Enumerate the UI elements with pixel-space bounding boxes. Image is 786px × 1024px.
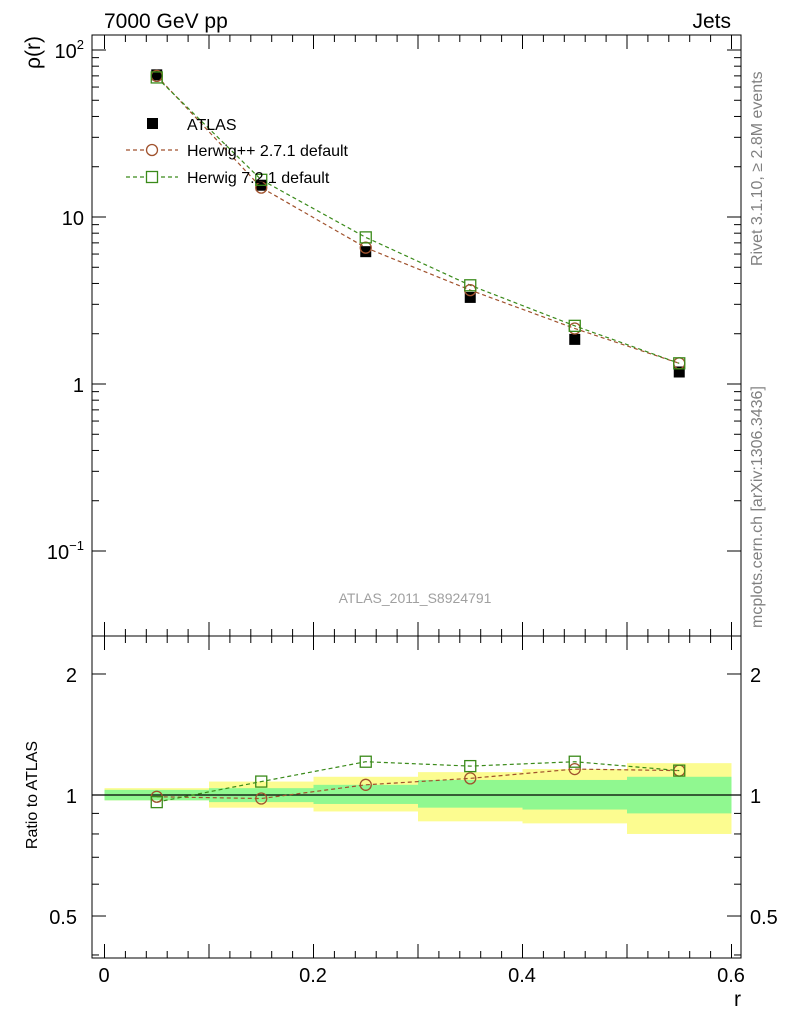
main-point-atlas-2 [360, 246, 372, 258]
x-tick-label-0.2: 0.2 [299, 965, 327, 987]
watermark: ATLAS_2011_S8924791 [339, 590, 492, 606]
ratio-frame [91, 635, 742, 959]
main-point-herwig7-2 [359, 231, 372, 244]
main-series-line-herwigpp [156, 75, 680, 364]
ratio-y-axis-label: Ratio to ATLAS [24, 741, 41, 849]
main-point-herwig7-1 [255, 173, 268, 186]
main-point-atlas-0 [151, 69, 163, 81]
ratio-panel: Ratio to ATLAS 2 1 0.5 2 1 0.5 0 0.2 0.4… [24, 635, 778, 1011]
header-right: Jets [692, 10, 731, 33]
main-point-herwig7-3 [464, 279, 477, 292]
legend-label-herwig7: Herwig 7.2.1 default [187, 170, 330, 187]
x-axis-label: r [734, 988, 741, 1011]
y-tick-label-10: 10 [62, 208, 84, 230]
ratio-point-herwig7-5 [673, 764, 686, 777]
side-label-mcplots: mcplots.cern.ch [arXiv:1306.3436] [749, 386, 766, 628]
main-point-herwigpp-2 [359, 241, 372, 254]
legend-marker-atlas [147, 118, 158, 129]
legend: ATLAS Herwig++ 2.7.1 default Herwig 7.2.… [126, 117, 349, 187]
main-point-herwig7-0 [150, 71, 163, 84]
main-y-axis-label: ρ(r) [22, 36, 45, 69]
y-tick-label-100: 102 [55, 37, 84, 63]
legend-label-herwigpp: Herwig++ 2.7.1 default [187, 143, 349, 160]
main-point-atlas-3 [464, 291, 476, 303]
ratio-point-herwigpp-3 [464, 772, 477, 785]
ratio-band-stat-2 [313, 784, 418, 804]
side-label-rivet: Rivet 3.1.10, ≥ 2.8M events [749, 71, 766, 266]
main-series-line-herwig7 [156, 77, 680, 364]
ratio-point-herwig7-3 [464, 759, 477, 773]
ratio-point-herwig7-4 [568, 755, 581, 768]
header-left: 7000 GeV pp [104, 10, 228, 33]
main-point-atlas-4 [569, 333, 581, 345]
legend-marker-herwig7 [145, 170, 159, 184]
y-tick-label-0.1: 10−1 [47, 538, 84, 564]
ratio-y-tick-label-2-right: 2 [750, 665, 761, 687]
main-point-herwig7-5 [673, 357, 686, 370]
main-point-herwig7-4 [568, 319, 581, 332]
legend-marker-herwigpp [145, 143, 159, 157]
x-tick-label-0: 0 [98, 965, 109, 987]
legend-label-atlas: ATLAS [187, 117, 237, 134]
ratio-point-herwigpp-1 [255, 792, 268, 805]
ratio-point-herwigpp-2 [359, 778, 372, 791]
x-tick-label-0.6: 0.6 [717, 965, 745, 987]
main-panel: ATLAS_2011_S8924791 ρ(r) 102 10 1 10−1 A… [22, 34, 742, 637]
ratio-band-stat-3 [418, 779, 523, 808]
ratio-y-tick-label-0.5-right: 0.5 [750, 907, 778, 929]
ratio-point-herwig7-0 [150, 795, 163, 809]
ratio-y-tick-label-1-right: 1 [750, 786, 761, 808]
main-point-herwigpp-1 [255, 181, 268, 194]
ratio-y-tick-label-2-left: 2 [66, 665, 77, 687]
main-point-atlas-5 [673, 366, 685, 378]
x-tick-label-0.4: 0.4 [508, 965, 536, 987]
ratio-series-line-herwigpp [156, 768, 680, 800]
y-tick-label-1: 1 [73, 375, 84, 397]
ratio-point-herwig7-2 [359, 755, 372, 768]
ratio-point-herwig7-1 [255, 775, 268, 788]
ratio-y-tick-label-0.5-left: 0.5 [49, 907, 77, 929]
ratio-y-tick-label-1-left: 1 [66, 786, 77, 808]
ratio-point-herwigpp-4 [568, 762, 581, 776]
